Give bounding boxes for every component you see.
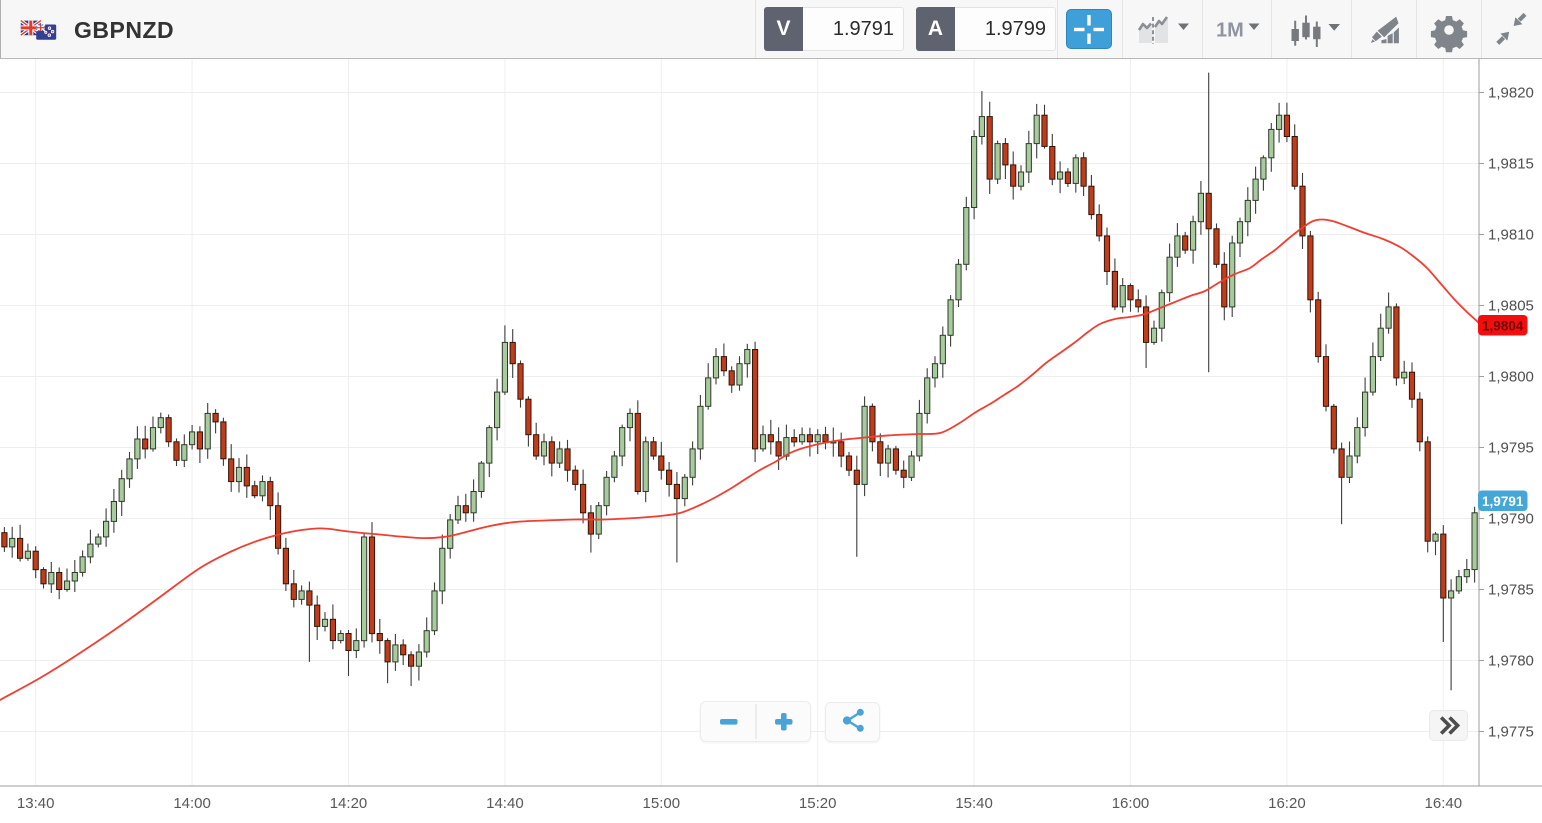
svg-text:1,9795: 1,9795 xyxy=(1488,440,1534,457)
svg-text:1,9815: 1,9815 xyxy=(1488,156,1534,173)
svg-text:1,9785: 1,9785 xyxy=(1488,582,1534,599)
svg-text:1,9775: 1,9775 xyxy=(1488,724,1534,741)
svg-text:16:20: 16:20 xyxy=(1268,795,1306,812)
svg-text:1,9791: 1,9791 xyxy=(1482,494,1524,509)
svg-text:16:40: 16:40 xyxy=(1425,795,1463,812)
svg-text:1,9790: 1,9790 xyxy=(1488,511,1534,528)
svg-text:1,9804: 1,9804 xyxy=(1482,319,1524,334)
svg-text:1M: 1M xyxy=(1216,20,1244,42)
svg-text:14:40: 14:40 xyxy=(486,795,524,812)
svg-text:1,9820: 1,9820 xyxy=(1488,85,1534,102)
svg-text:14:20: 14:20 xyxy=(330,795,368,812)
svg-text:1,9800: 1,9800 xyxy=(1488,369,1534,386)
svg-text:15:20: 15:20 xyxy=(799,795,837,812)
svg-text:16:00: 16:00 xyxy=(1112,795,1150,812)
svg-text:15:40: 15:40 xyxy=(955,795,993,812)
svg-text:15:00: 15:00 xyxy=(643,795,681,812)
svg-text:1,9810: 1,9810 xyxy=(1488,227,1534,244)
svg-text:1,9805: 1,9805 xyxy=(1488,298,1534,315)
svg-text:1,9780: 1,9780 xyxy=(1488,653,1534,670)
svg-text:14:00: 14:00 xyxy=(173,795,211,812)
svg-text:13:40: 13:40 xyxy=(17,795,55,812)
